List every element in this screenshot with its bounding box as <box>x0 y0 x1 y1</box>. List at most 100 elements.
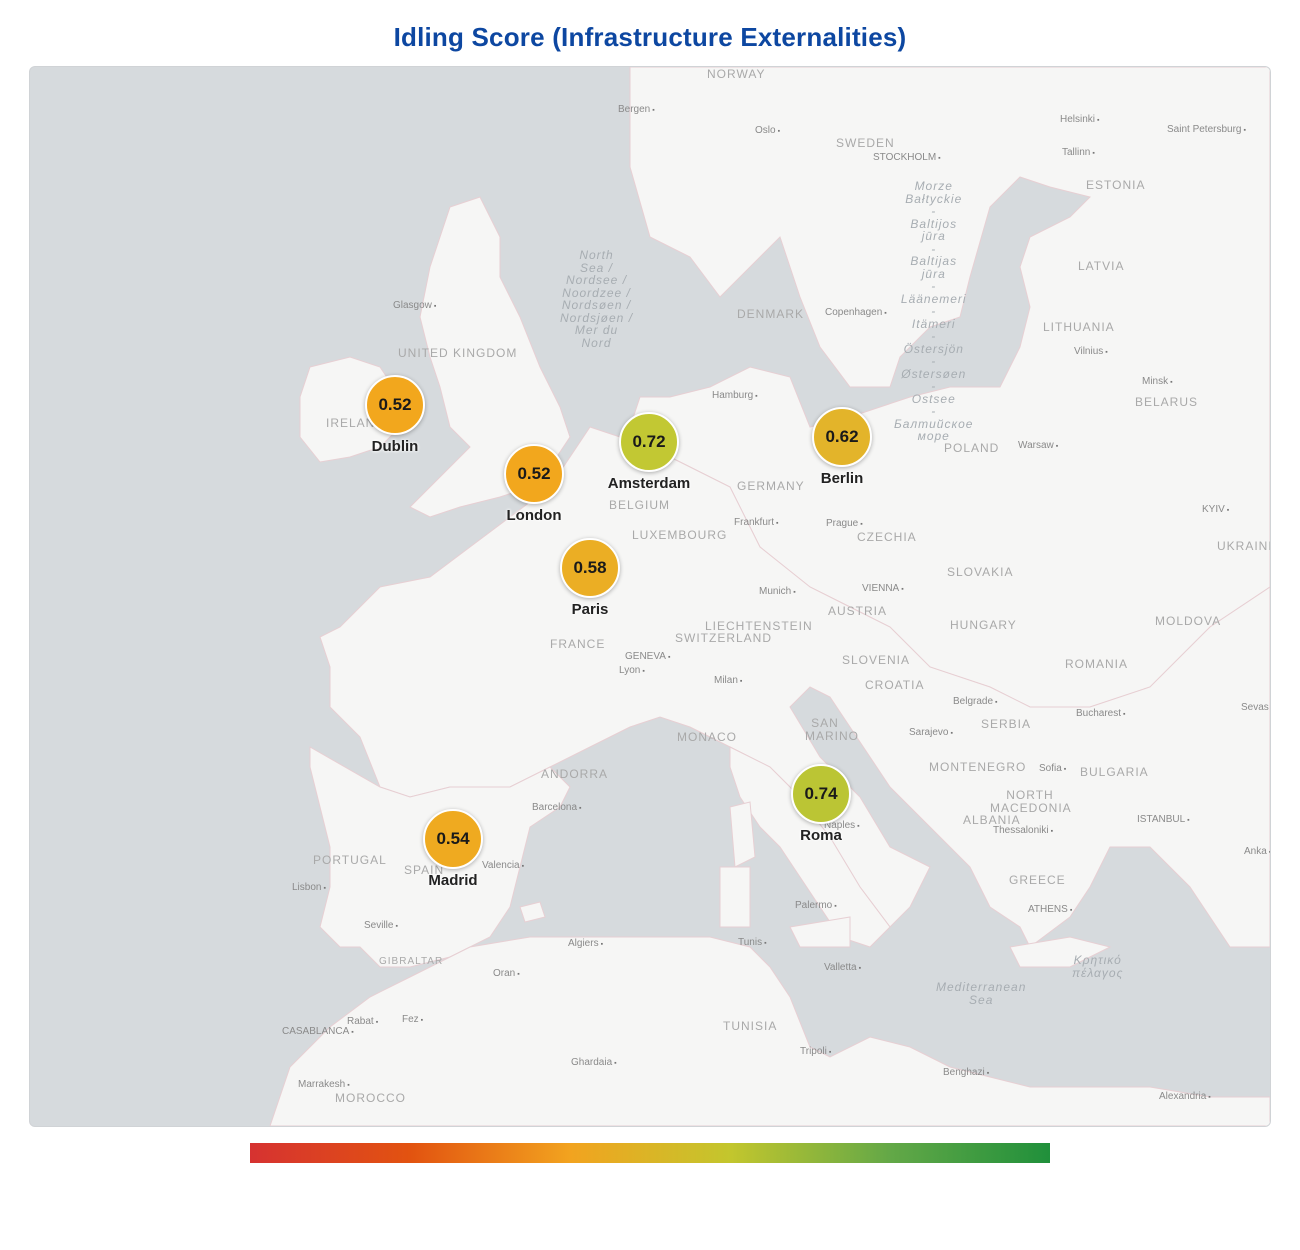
country-label: BELGIUM <box>609 498 671 512</box>
city-label: Vilnius <box>1074 346 1108 357</box>
country-label: HUNGARY <box>950 618 1017 632</box>
city-label: VIENNA <box>862 583 904 594</box>
city-name: London <box>506 507 562 524</box>
sea-label: North Sea / Nordsee / Noordzee / Nordsøe… <box>560 248 634 350</box>
country-label: UNITED KINGDOM <box>398 346 518 360</box>
map-title: Idling Score (Infrastructure Externaliti… <box>393 22 907 52</box>
city-label: Munich <box>759 586 796 597</box>
country-label: SERBIA <box>981 717 1032 731</box>
city-label: Valletta <box>824 962 861 973</box>
score-bubble[interactable]: 0.52 <box>504 444 564 504</box>
country-label: DENMARK <box>737 307 805 321</box>
city-label: KYIV <box>1202 504 1229 515</box>
color-scale-legend <box>250 1143 1050 1163</box>
score-bubble[interactable]: 0.54 <box>423 809 483 869</box>
country-label: POLAND <box>944 441 1000 455</box>
city-label: Copenhagen <box>825 307 887 318</box>
city-label: STOCKHOLM <box>873 152 941 163</box>
sea-label: Morze Bałtyckie - Baltijos jūra - Baltij… <box>894 179 974 443</box>
city-label: Oran <box>493 968 520 979</box>
city-label: Helsinki <box>1060 114 1100 125</box>
country-label: PORTUGAL <box>313 853 387 867</box>
country-label: CROATIA <box>865 678 925 692</box>
city-label: Glasgow <box>393 300 436 311</box>
score-bubble[interactable]: 0.74 <box>791 764 851 824</box>
city-label: Alexandria <box>1159 1091 1211 1102</box>
city-label: Tallinn <box>1062 147 1095 158</box>
city-label: Tunis <box>738 937 767 948</box>
city-label: Sofia <box>1039 763 1066 774</box>
country-label: NORTH MACEDONIA <box>990 788 1072 815</box>
city-name: Berlin <box>820 470 864 487</box>
city-label: Thessaloniki <box>993 825 1053 836</box>
country-label: SWEDEN <box>836 136 895 150</box>
city-name: Dublin <box>371 438 419 455</box>
country-label: GIBRALTAR <box>379 956 444 967</box>
city-label: Sevas <box>1241 702 1270 713</box>
city-label: Benghazi <box>943 1067 989 1078</box>
score-bubble[interactable]: 0.72 <box>619 412 679 472</box>
country-label: ALBANIA <box>963 813 1021 827</box>
country-label: LIECHTENSTEIN <box>705 619 813 633</box>
city-name: Roma <box>800 827 842 844</box>
country-label: SWITZERLAND <box>675 631 773 645</box>
city-label: ISTANBUL <box>1137 814 1190 825</box>
country-label: LATVIA <box>1078 259 1125 273</box>
city-label: Warsaw <box>1018 440 1058 451</box>
city-label: Belgrade <box>953 696 998 707</box>
city-label: Naples <box>824 820 860 831</box>
score-bubble[interactable]: 0.52 <box>365 375 425 435</box>
city-label: Ghardaia <box>571 1057 617 1068</box>
city-label: Hamburg <box>712 390 758 401</box>
city-label: Lisbon <box>292 882 326 893</box>
country-label: FRANCE <box>550 637 606 651</box>
city-label: GENEVA <box>625 651 670 662</box>
country-label: NORWAY <box>707 67 766 81</box>
country-label: BELARUS <box>1135 395 1199 409</box>
country-label: MOLDOVA <box>1155 614 1222 628</box>
score-bubble[interactable]: 0.58 <box>560 538 620 598</box>
country-label: BULGARIA <box>1080 765 1149 779</box>
city-label: Barcelona <box>532 802 582 813</box>
city-label: Marrakesh <box>298 1079 350 1090</box>
map-canvas[interactable]: NORWAY SWEDEN ESTONIA LATVIA LITHUANIA D… <box>30 67 1270 1126</box>
city-label: Valencia <box>482 860 524 871</box>
city-label: Saint Petersburg <box>1167 124 1246 135</box>
city-label: Rabat <box>347 1016 378 1027</box>
city-label: Prague <box>826 518 863 529</box>
country-label: AUSTRIA <box>828 604 888 618</box>
country-label: SLOVAKIA <box>947 565 1014 579</box>
country-label: ESTONIA <box>1086 178 1146 192</box>
city-label: Bergen <box>618 104 655 115</box>
city-label: Sarajevo <box>909 727 953 738</box>
basemap-land <box>269 67 1270 1126</box>
country-label: ANDORRA <box>541 767 609 781</box>
city-label: Seville <box>364 920 398 931</box>
country-label: SLOVENIA <box>842 653 911 667</box>
sea-label: Mediterranean Sea <box>936 980 1027 1007</box>
country-label: SPAIN <box>404 863 445 877</box>
city-label: Lyon <box>619 665 645 676</box>
city-label: Minsk <box>1142 376 1173 387</box>
city-name: Paris <box>571 601 609 618</box>
city-label: Milan <box>714 675 742 686</box>
score-bubble[interactable]: 0.62 <box>812 407 872 467</box>
city-label: Anka <box>1244 846 1270 857</box>
country-label: MOROCCO <box>335 1091 406 1105</box>
country-label: MONTENEGRO <box>929 760 1027 774</box>
country-label: LITHUANIA <box>1043 320 1115 334</box>
country-label: UKRAINE <box>1217 539 1270 553</box>
country-label: CZECHIA <box>857 530 917 544</box>
city-label: Fez <box>402 1014 423 1025</box>
country-label: LUXEMBOURG <box>632 528 728 542</box>
country-label: SAN MARINO <box>805 716 859 743</box>
city-label: Palermo <box>795 900 837 911</box>
city-label: Frankfurt <box>734 517 779 528</box>
country-label: GREECE <box>1009 873 1066 887</box>
city-label: Tripoli <box>800 1046 831 1057</box>
country-label: MONACO <box>677 730 737 744</box>
country-label: GERMANY <box>737 479 805 493</box>
city-label: Bucharest <box>1076 708 1126 719</box>
city-label: Oslo <box>755 125 780 136</box>
sea-label: Κρητικό πέλαγος <box>1072 953 1124 980</box>
